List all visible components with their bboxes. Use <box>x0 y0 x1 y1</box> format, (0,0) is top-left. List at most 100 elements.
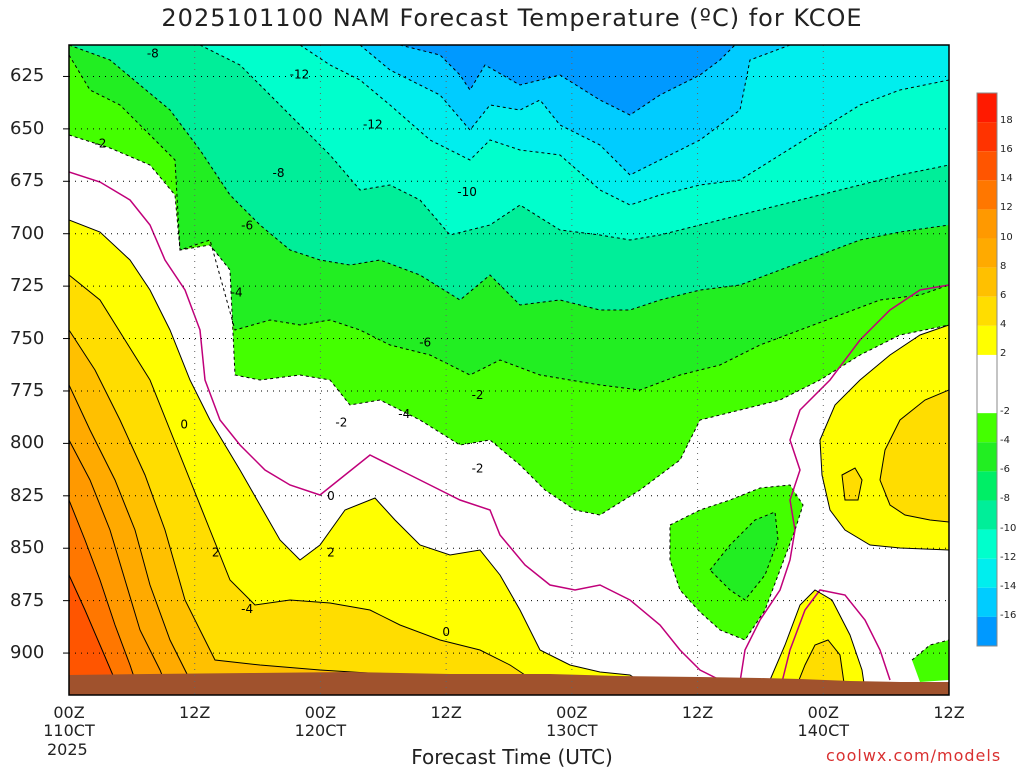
contour-label: -2 <box>472 388 484 402</box>
x-tick-hour: 00Z <box>53 703 85 722</box>
contour-label: -4 <box>241 602 253 616</box>
colorbar-tick-label: 6 <box>1000 289 1007 301</box>
x-tick-label: 00Z 110CT <box>29 704 109 740</box>
contour-label: 2 <box>327 545 335 559</box>
band-minus-4-pocket <box>710 512 778 600</box>
y-tick-label: 650 <box>10 117 45 139</box>
colorbar-band <box>977 529 997 559</box>
colorbar-band <box>977 238 997 268</box>
band-plus-4 <box>69 275 560 695</box>
colorbar-tick-label: 14 <box>1000 173 1013 185</box>
terrain <box>69 672 949 695</box>
colorbar-tick-label: 10 <box>1000 231 1013 243</box>
contour-label: 0 <box>180 418 188 432</box>
band-plus-14 <box>69 575 120 695</box>
credit-text[interactable]: coolwx.com/models <box>826 746 1002 765</box>
x-tick-hour: 12Z <box>933 703 965 722</box>
contour-label: -6 <box>419 336 431 350</box>
y-tick-label: 850 <box>10 537 45 559</box>
y-tick-label: 625 <box>10 65 45 87</box>
x-tick-label: 12Z <box>658 704 738 722</box>
band-plus-4-right <box>880 390 949 522</box>
contour-label: -2 <box>94 137 106 151</box>
colorbar-tick-label: -12 <box>1000 551 1017 563</box>
colorbar-tick-label: -8 <box>1000 493 1010 505</box>
x-tick-hour: 12Z <box>681 703 714 722</box>
contour-label: -2 <box>472 462 484 476</box>
contour-label: -10 <box>457 185 477 199</box>
colorbar-tick-label: -16 <box>1000 609 1017 621</box>
colorbar-band <box>977 151 997 181</box>
colorbar-tick-label: 2 <box>1000 347 1007 359</box>
x-tick-label: 00Z 130CT <box>532 704 612 740</box>
x-tick-hour: 00Z <box>807 703 839 722</box>
x-tick-date: 110CT <box>43 721 95 740</box>
colorbar-band <box>977 354 997 414</box>
y-tick-label: 675 <box>10 170 45 192</box>
colorbar-band <box>977 122 997 152</box>
contour-label: -8 <box>273 166 285 180</box>
colorbar-tick-label: 16 <box>1000 144 1013 156</box>
x-tick-label: 12Z <box>406 704 486 722</box>
colorbar-frame <box>976 92 998 647</box>
colorbar-band <box>977 325 997 355</box>
x-tick-date: 120CT <box>294 721 347 740</box>
contour-label: -12 <box>363 118 383 132</box>
x-tick-label: 00Z 120CT <box>280 704 360 740</box>
contour-label: -8 <box>147 46 159 60</box>
colorbar-band <box>977 209 997 239</box>
band-minus-2-lowright <box>912 640 949 682</box>
contour-label: -12 <box>290 67 310 81</box>
colorbar-band <box>977 500 997 530</box>
x-tick-label: 12Z <box>155 704 235 722</box>
band-plus-4-bump <box>795 640 845 690</box>
x-axis-label: Forecast Time (UTC) <box>411 745 613 769</box>
colorbar-band <box>977 93 997 123</box>
y-tick-label: 875 <box>10 589 45 611</box>
y-tick-label: 725 <box>10 275 45 297</box>
y-tick-label: 800 <box>10 432 45 454</box>
contour-label: -4 <box>398 407 410 421</box>
x-tick-date: 140CT <box>797 721 850 740</box>
colorbar <box>976 92 998 647</box>
colorbar-tick-label: -2 <box>1000 406 1010 418</box>
colorbar-tick-label: 18 <box>1000 115 1013 127</box>
colorbar-tick-label: 8 <box>1000 260 1007 272</box>
y-tick-label: 700 <box>10 222 45 244</box>
contour-lines-negative <box>69 45 949 661</box>
colorbar-band <box>977 471 997 501</box>
contour-lines-positive <box>69 219 949 695</box>
x-tick-label: 00Z 140CT <box>783 704 863 740</box>
plot-frame <box>68 44 950 696</box>
x-tick-date: 130CT <box>546 721 598 740</box>
y-tick-label: 750 <box>10 327 45 349</box>
colorbar-band <box>977 413 997 443</box>
colorbar-band <box>977 616 997 646</box>
contour-label: -4 <box>231 285 243 299</box>
contour-label: 0 <box>327 489 335 503</box>
band-plus-6 <box>69 330 520 695</box>
contour-lines-zero <box>69 171 949 691</box>
contour-label: 2 <box>212 545 220 559</box>
year-label: 2025 <box>47 740 88 759</box>
chart-title: 2025101100 NAM Forecast Temperature (ºC)… <box>161 4 863 32</box>
contour-label: -6 <box>241 218 253 232</box>
colorbar-tick-label: -4 <box>1000 435 1010 447</box>
y-tick-label: 775 <box>10 379 45 401</box>
colorbar-tick-label: -6 <box>1000 464 1010 476</box>
contour-labels: -8 -12 -2 -12 -8 -10 -6 -4 -6 -2 -2 -4 0 -2 0 2 2 -4 0 <box>94 46 484 639</box>
y-tick-label: 825 <box>10 484 45 506</box>
colorbar-band <box>977 442 997 472</box>
colorbar-tick-label: -14 <box>1000 580 1017 592</box>
x-tick-hour: 12Z <box>179 703 211 722</box>
colorbar-band <box>977 180 997 210</box>
band-plus-4-island <box>842 468 862 500</box>
x-tick-label: 12Z <box>909 704 989 722</box>
y-tick-label: 900 <box>10 642 45 664</box>
colorbar-band <box>977 587 997 617</box>
colorbar-band <box>977 296 997 326</box>
x-tick-hour: 00Z <box>304 703 337 722</box>
x-tick-hour: 12Z <box>430 703 462 722</box>
colorbar-tick-label: 4 <box>1000 318 1007 330</box>
